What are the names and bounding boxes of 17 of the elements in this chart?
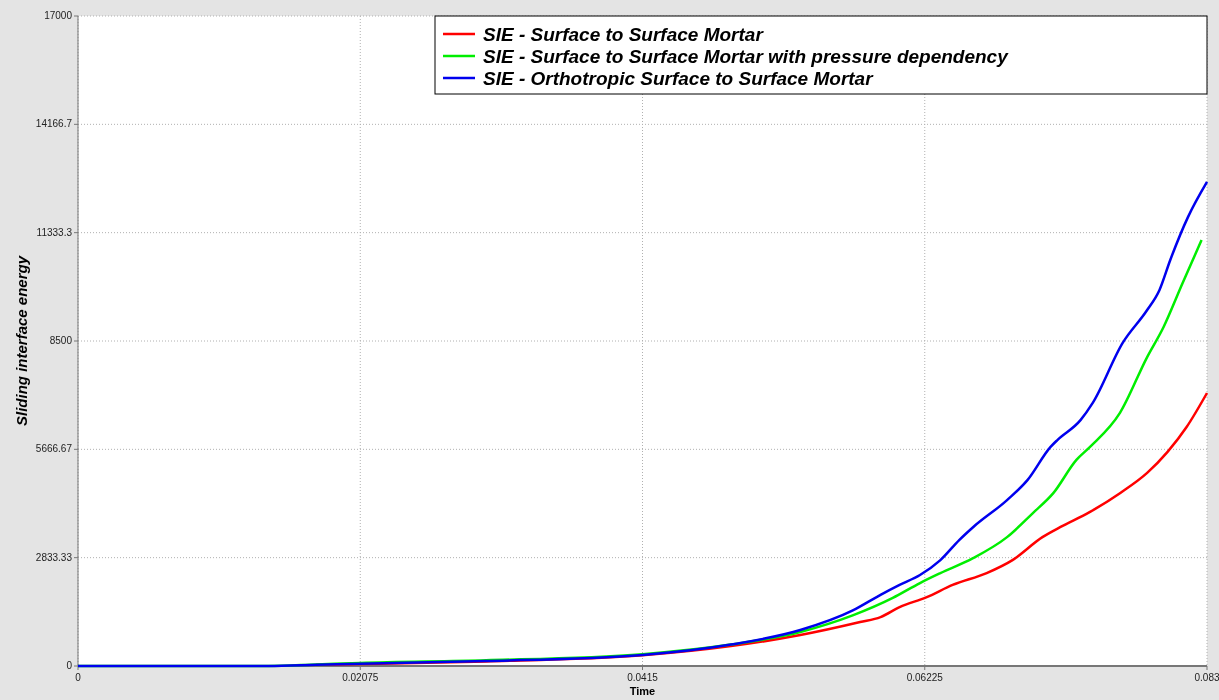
x-tick-label: 0.06225 [906,672,944,683]
legend-label: SIE - Surface to Surface Mortar [483,24,765,45]
x-tick-label: 0.02075 [342,672,379,683]
x-tick-label: 0.083 [1194,672,1219,683]
y-tick-label: 2833.33 [35,551,73,563]
x-axis-title: Time [629,685,656,697]
y-tick-label: 8500 [49,335,73,346]
y-tick-label: 11333.3 [36,226,73,238]
x-tick-label: 0 [75,672,82,683]
y-tick-label: 5666.67 [35,443,73,455]
y-tick-label: 14166.7 [35,118,73,130]
legend-label: SIE - Surface to Surface Mortar with pressure dependency [483,46,1010,67]
x-tick-label: 0.0415 [627,672,659,683]
legend-label: SIE - Orthotropic Surface to Surface Mortar [483,68,875,89]
y-tick-label: 0 [66,660,73,671]
y-tick-label: 17000 [44,10,73,21]
y-axis-title: Sliding interface energy [13,255,30,427]
